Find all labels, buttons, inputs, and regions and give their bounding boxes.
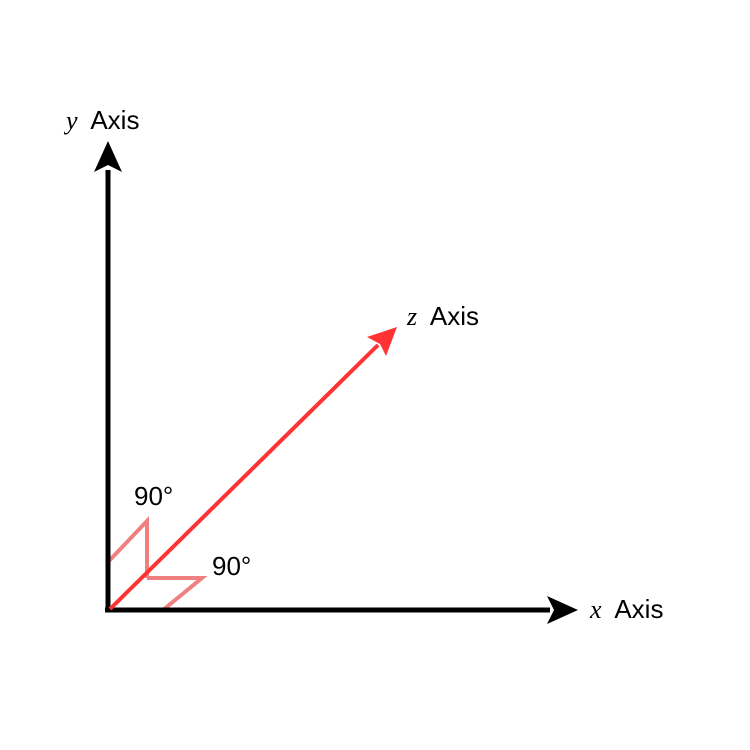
x-axis-label: x Axis: [589, 594, 663, 624]
x-axis-variable: x: [589, 595, 602, 624]
y-axis-word: Axis: [90, 105, 139, 135]
y-axis-arrowhead: [94, 141, 122, 172]
y-axis-variable: y: [63, 106, 78, 135]
x-axis-arrowhead: [547, 596, 578, 624]
right-angle-marker-yz: [106, 515, 149, 578]
angle-label-yz: 90°: [134, 481, 173, 511]
z-axis-label: z Axis: [406, 301, 479, 331]
z-axis-variable: z: [406, 302, 417, 331]
z-axis-word: Axis: [430, 301, 479, 331]
z-axis-line: [108, 343, 380, 611]
y-axis-label: y Axis: [63, 105, 139, 135]
z-axis-arrowhead: [367, 327, 397, 356]
angle-label-xz: 90°: [212, 551, 251, 581]
x-axis-word: Axis: [614, 594, 663, 624]
right-angle-marker-xz: [147, 576, 208, 612]
